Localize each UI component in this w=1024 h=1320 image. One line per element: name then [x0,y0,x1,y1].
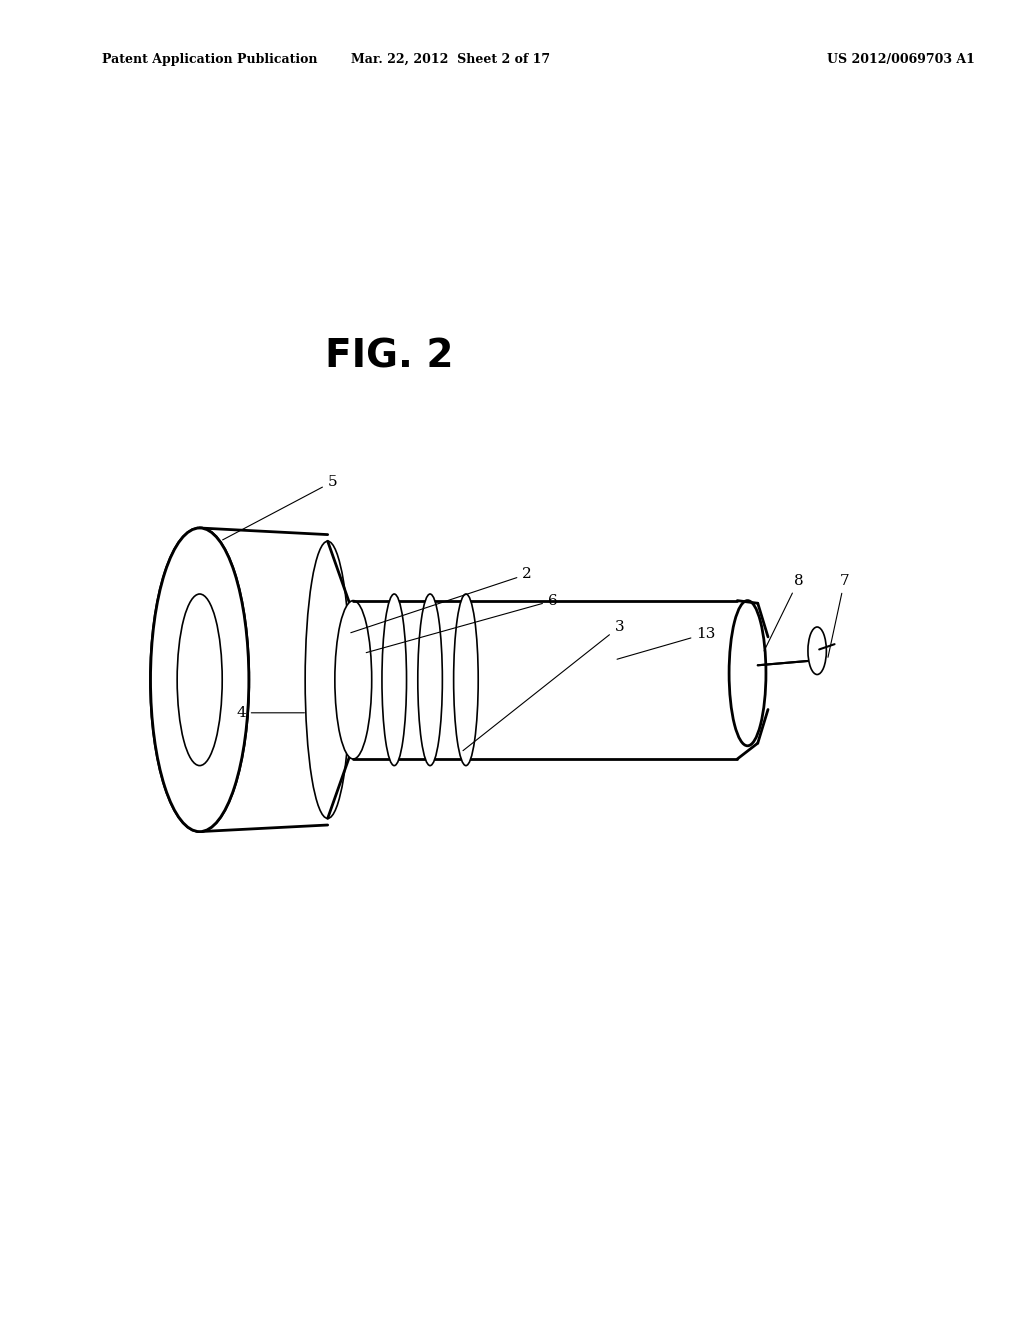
Text: 6: 6 [367,594,558,652]
Ellipse shape [305,541,350,818]
Text: 2: 2 [351,568,532,632]
Text: FIG. 2: FIG. 2 [325,338,454,375]
Text: 3: 3 [463,620,624,751]
Text: US 2012/0069703 A1: US 2012/0069703 A1 [827,53,975,66]
Text: 4: 4 [236,706,304,719]
Ellipse shape [808,627,826,675]
Ellipse shape [151,528,249,832]
Ellipse shape [729,601,766,746]
Text: 8: 8 [764,574,803,651]
Text: Patent Application Publication: Patent Application Publication [102,53,317,66]
Text: Mar. 22, 2012  Sheet 2 of 17: Mar. 22, 2012 Sheet 2 of 17 [351,53,550,66]
Ellipse shape [418,594,442,766]
Text: 7: 7 [828,574,849,657]
Ellipse shape [335,601,372,759]
Ellipse shape [151,528,249,832]
Text: 13: 13 [617,627,716,659]
Ellipse shape [382,594,407,766]
Text: 5: 5 [222,475,337,540]
Ellipse shape [454,594,478,766]
Ellipse shape [177,594,222,766]
Ellipse shape [177,594,222,766]
